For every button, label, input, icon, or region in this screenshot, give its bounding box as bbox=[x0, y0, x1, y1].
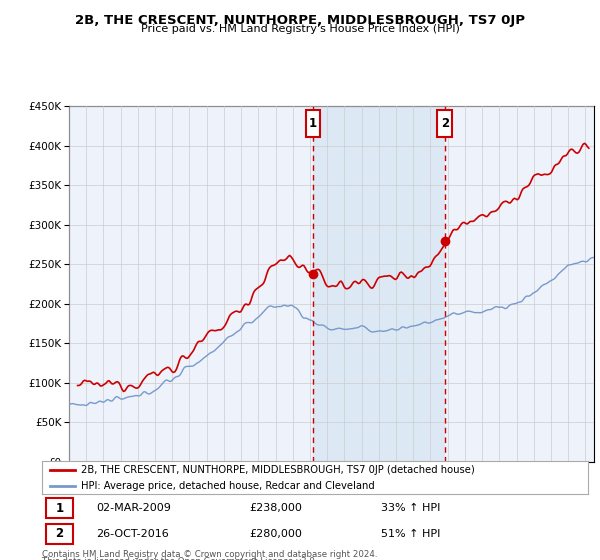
FancyBboxPatch shape bbox=[46, 498, 73, 518]
Text: Contains HM Land Registry data © Crown copyright and database right 2024.: Contains HM Land Registry data © Crown c… bbox=[42, 550, 377, 559]
FancyBboxPatch shape bbox=[437, 110, 452, 137]
Text: This data is licensed under the Open Government Licence v3.0.: This data is licensed under the Open Gov… bbox=[42, 557, 317, 560]
Text: HPI: Average price, detached house, Redcar and Cleveland: HPI: Average price, detached house, Redc… bbox=[82, 481, 375, 491]
Text: 02-MAR-2009: 02-MAR-2009 bbox=[97, 503, 172, 513]
Text: 2: 2 bbox=[55, 528, 64, 540]
Text: 1: 1 bbox=[55, 502, 64, 515]
FancyBboxPatch shape bbox=[46, 524, 73, 544]
Text: 2: 2 bbox=[440, 117, 449, 130]
Text: £280,000: £280,000 bbox=[250, 529, 302, 539]
Text: 1: 1 bbox=[309, 117, 317, 130]
Text: 26-OCT-2016: 26-OCT-2016 bbox=[97, 529, 169, 539]
FancyBboxPatch shape bbox=[305, 110, 320, 137]
Text: 2B, THE CRESCENT, NUNTHORPE, MIDDLESBROUGH, TS7 0JP (detached house): 2B, THE CRESCENT, NUNTHORPE, MIDDLESBROU… bbox=[82, 465, 475, 474]
Text: Price paid vs. HM Land Registry's House Price Index (HPI): Price paid vs. HM Land Registry's House … bbox=[140, 24, 460, 34]
Text: 2B, THE CRESCENT, NUNTHORPE, MIDDLESBROUGH, TS7 0JP: 2B, THE CRESCENT, NUNTHORPE, MIDDLESBROU… bbox=[75, 14, 525, 27]
Text: £238,000: £238,000 bbox=[250, 503, 302, 513]
Bar bbox=[313, 106, 445, 462]
Text: 33% ↑ HPI: 33% ↑ HPI bbox=[380, 503, 440, 513]
Text: 51% ↑ HPI: 51% ↑ HPI bbox=[380, 529, 440, 539]
